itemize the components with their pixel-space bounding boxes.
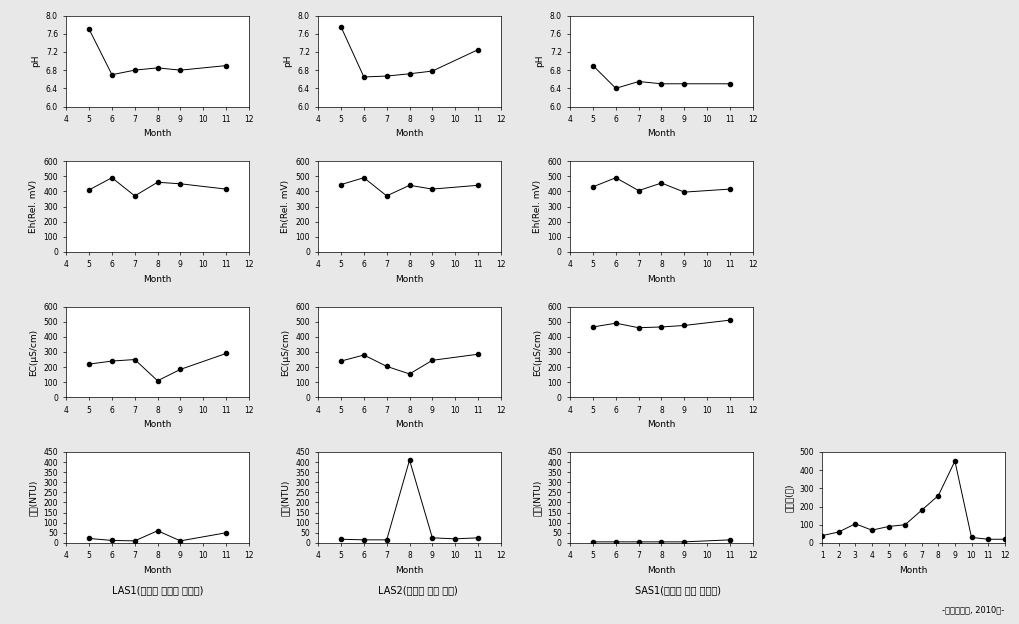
X-axis label: Month: Month	[647, 275, 675, 284]
X-axis label: Month: Month	[899, 566, 926, 575]
X-axis label: Month: Month	[647, 566, 675, 575]
Text: -이천기상대, 2010년-: -이천기상대, 2010년-	[942, 606, 1004, 615]
X-axis label: Month: Month	[395, 566, 423, 575]
Y-axis label: EC(μS/cm): EC(μS/cm)	[280, 328, 289, 376]
Y-axis label: Eh(Rel. mV): Eh(Rel. mV)	[29, 180, 38, 233]
Text: SAS1(대덕면 축리 방류수): SAS1(대덕면 축리 방류수)	[635, 585, 720, 595]
X-axis label: Month: Month	[395, 275, 423, 284]
Y-axis label: 탁도(NTU): 탁도(NTU)	[532, 479, 541, 515]
Text: LAS2(대덕면 축리 한천): LAS2(대덕면 축리 한천)	[378, 585, 458, 595]
X-axis label: Month: Month	[647, 129, 675, 139]
Y-axis label: pH: pH	[535, 55, 544, 67]
Y-axis label: 강수량(㎜): 강수량(㎜)	[784, 483, 793, 512]
Text: LAS1(서문면 신흔리 하천수): LAS1(서문면 신흔리 하천수)	[112, 585, 204, 595]
X-axis label: Month: Month	[144, 421, 171, 429]
Y-axis label: EC(μS/cm): EC(μS/cm)	[532, 328, 541, 376]
Y-axis label: Eh(Rel. mV): Eh(Rel. mV)	[532, 180, 541, 233]
Y-axis label: EC(μS/cm): EC(μS/cm)	[29, 328, 38, 376]
Y-axis label: Eh(Rel. mV): Eh(Rel. mV)	[280, 180, 289, 233]
X-axis label: Month: Month	[144, 566, 171, 575]
X-axis label: Month: Month	[144, 129, 171, 139]
X-axis label: Month: Month	[144, 275, 171, 284]
X-axis label: Month: Month	[647, 421, 675, 429]
Y-axis label: pH: pH	[283, 55, 292, 67]
Y-axis label: 탁도(NTU): 탁도(NTU)	[29, 479, 38, 515]
X-axis label: Month: Month	[395, 129, 423, 139]
Y-axis label: 탁도(NTU): 탁도(NTU)	[280, 479, 289, 515]
X-axis label: Month: Month	[395, 421, 423, 429]
Y-axis label: pH: pH	[32, 55, 40, 67]
